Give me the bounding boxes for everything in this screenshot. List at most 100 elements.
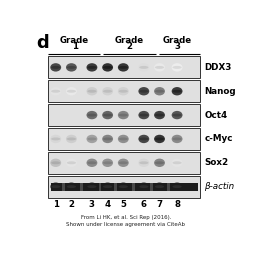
Ellipse shape xyxy=(66,87,77,95)
Text: 5: 5 xyxy=(120,200,126,209)
Ellipse shape xyxy=(87,114,97,116)
Text: Grade: Grade xyxy=(114,36,144,45)
Ellipse shape xyxy=(154,63,165,72)
Bar xyxy=(48,176,200,198)
Ellipse shape xyxy=(86,159,97,167)
Ellipse shape xyxy=(118,183,129,191)
Ellipse shape xyxy=(102,63,113,72)
Text: 1: 1 xyxy=(53,200,59,209)
Text: 8: 8 xyxy=(174,200,180,209)
Ellipse shape xyxy=(50,87,61,95)
Ellipse shape xyxy=(139,114,148,116)
Text: Grade: Grade xyxy=(163,36,192,45)
Ellipse shape xyxy=(51,137,60,140)
Ellipse shape xyxy=(103,90,112,93)
Ellipse shape xyxy=(103,137,112,140)
Bar xyxy=(150,183,153,190)
Text: 2: 2 xyxy=(68,200,75,209)
Ellipse shape xyxy=(103,66,112,69)
Ellipse shape xyxy=(118,135,129,143)
Ellipse shape xyxy=(86,183,97,191)
Bar xyxy=(48,104,200,126)
Text: 6: 6 xyxy=(141,200,147,209)
Ellipse shape xyxy=(173,90,182,93)
Ellipse shape xyxy=(51,161,60,164)
Ellipse shape xyxy=(87,90,97,93)
Text: β-actin: β-actin xyxy=(204,182,234,191)
Ellipse shape xyxy=(118,63,129,72)
Ellipse shape xyxy=(173,114,182,116)
Ellipse shape xyxy=(102,159,113,167)
Ellipse shape xyxy=(155,137,164,140)
Bar xyxy=(48,152,200,174)
Text: Grade: Grade xyxy=(60,36,89,45)
Ellipse shape xyxy=(139,161,148,164)
Ellipse shape xyxy=(86,111,97,119)
Ellipse shape xyxy=(87,161,97,164)
Ellipse shape xyxy=(103,185,112,188)
Ellipse shape xyxy=(87,185,97,188)
Ellipse shape xyxy=(139,87,149,95)
Ellipse shape xyxy=(66,63,77,72)
Ellipse shape xyxy=(139,183,149,191)
Ellipse shape xyxy=(172,183,183,191)
Ellipse shape xyxy=(139,137,148,140)
Text: From Li HK, et al. Sci Rep (2016).
Shown under license agreement via CiteAb: From Li HK, et al. Sci Rep (2016). Shown… xyxy=(66,215,185,227)
Ellipse shape xyxy=(66,159,77,167)
Ellipse shape xyxy=(154,135,165,143)
Ellipse shape xyxy=(51,90,60,93)
Ellipse shape xyxy=(172,87,183,95)
Ellipse shape xyxy=(119,137,128,140)
Text: Oct4: Oct4 xyxy=(204,111,227,120)
Ellipse shape xyxy=(102,87,113,95)
Ellipse shape xyxy=(172,135,183,143)
Ellipse shape xyxy=(119,90,128,93)
Text: Sox2: Sox2 xyxy=(204,158,228,167)
Bar xyxy=(62,183,65,190)
Ellipse shape xyxy=(51,185,60,188)
Ellipse shape xyxy=(67,185,76,188)
Ellipse shape xyxy=(67,90,76,93)
Ellipse shape xyxy=(103,161,112,164)
Ellipse shape xyxy=(154,111,165,119)
Ellipse shape xyxy=(103,114,112,116)
Ellipse shape xyxy=(155,90,164,93)
Ellipse shape xyxy=(172,111,183,119)
Bar xyxy=(132,183,135,190)
Ellipse shape xyxy=(173,185,182,188)
Ellipse shape xyxy=(118,111,129,119)
Ellipse shape xyxy=(50,183,61,191)
Ellipse shape xyxy=(119,161,128,164)
Ellipse shape xyxy=(102,111,113,119)
Ellipse shape xyxy=(66,183,77,191)
Bar xyxy=(80,183,83,190)
Ellipse shape xyxy=(50,63,61,72)
Ellipse shape xyxy=(173,161,182,164)
Ellipse shape xyxy=(155,161,164,164)
Ellipse shape xyxy=(118,87,129,95)
Ellipse shape xyxy=(50,159,61,167)
Bar xyxy=(48,80,200,102)
Ellipse shape xyxy=(118,159,129,167)
Ellipse shape xyxy=(154,183,165,191)
Ellipse shape xyxy=(66,135,77,143)
Ellipse shape xyxy=(119,114,128,116)
Ellipse shape xyxy=(155,114,164,116)
Ellipse shape xyxy=(102,135,113,143)
Text: d: d xyxy=(36,34,49,52)
Ellipse shape xyxy=(86,63,97,72)
Ellipse shape xyxy=(139,66,148,69)
Ellipse shape xyxy=(139,135,149,143)
Ellipse shape xyxy=(86,135,97,143)
Ellipse shape xyxy=(172,63,183,72)
Ellipse shape xyxy=(139,63,149,72)
Ellipse shape xyxy=(139,90,148,93)
Text: 3: 3 xyxy=(174,41,180,51)
Ellipse shape xyxy=(67,161,76,164)
Ellipse shape xyxy=(154,87,165,95)
Ellipse shape xyxy=(173,66,182,69)
Ellipse shape xyxy=(87,66,97,69)
Ellipse shape xyxy=(139,159,149,167)
Ellipse shape xyxy=(102,183,113,191)
Ellipse shape xyxy=(172,159,183,167)
